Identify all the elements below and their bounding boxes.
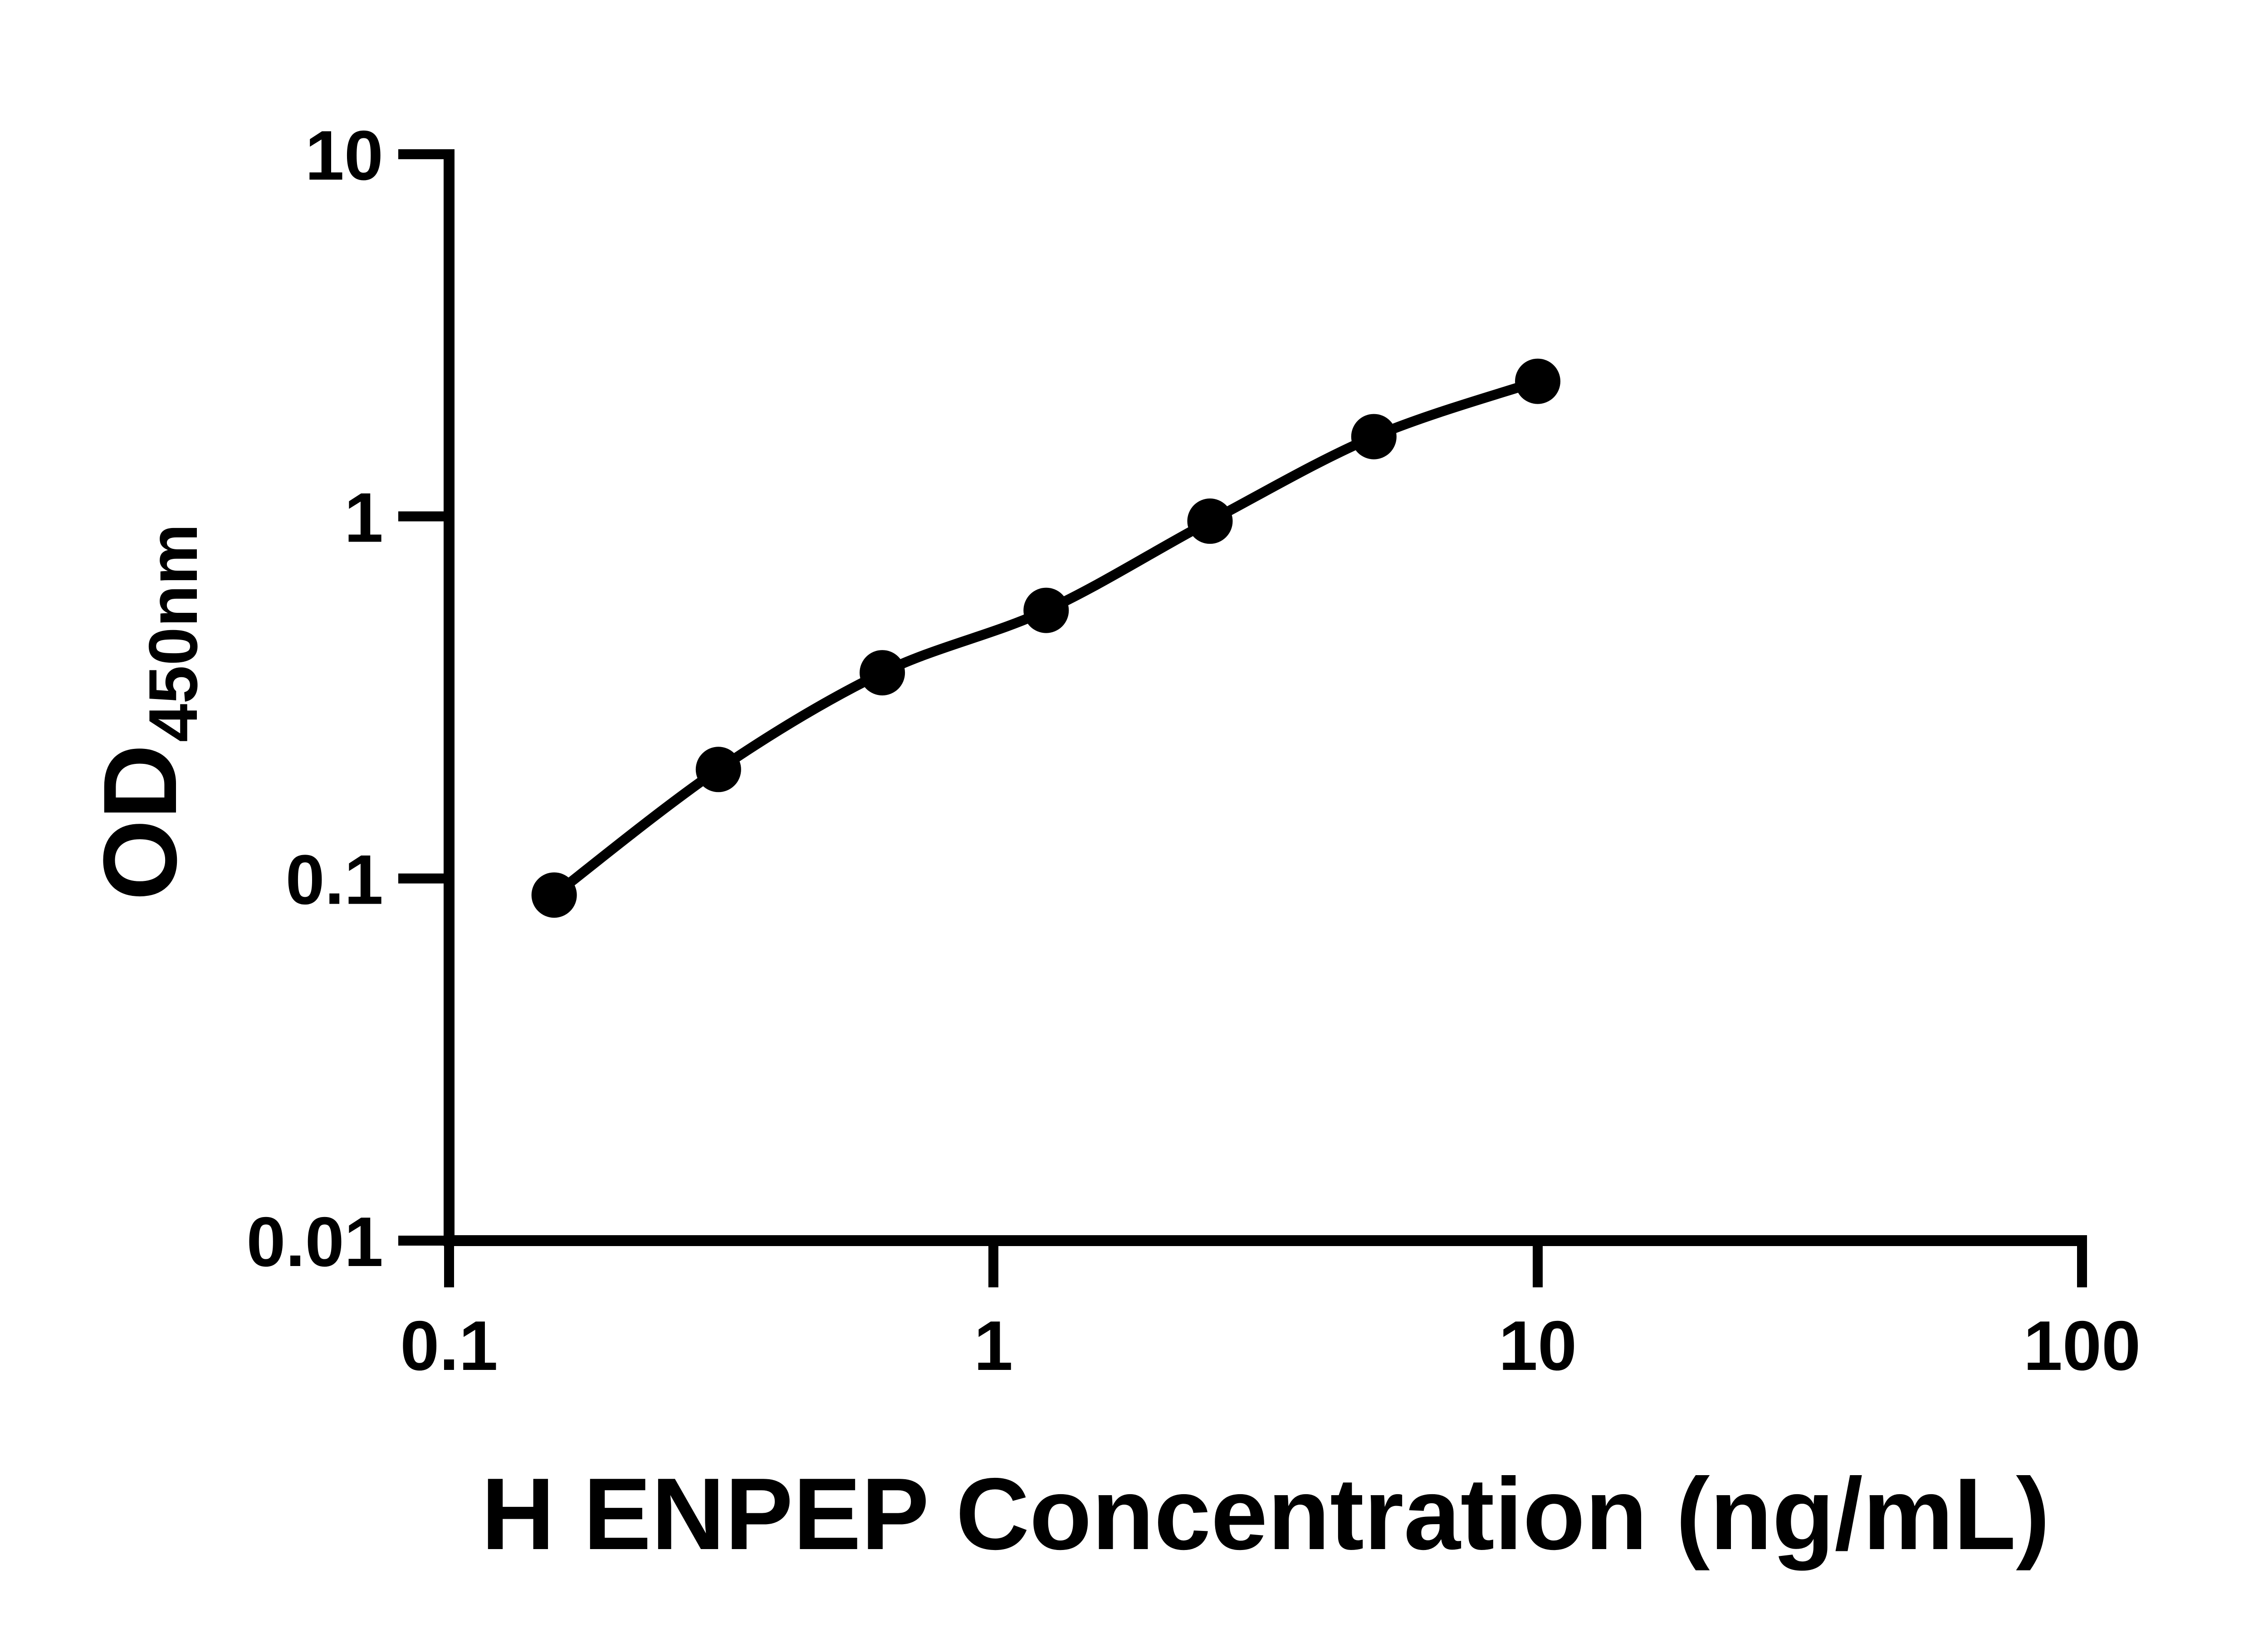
data-point: [695, 747, 741, 792]
data-point: [1023, 587, 1069, 633]
series-group: [531, 358, 1560, 918]
x-tick-group: 0.1 1 10 100: [400, 1235, 2141, 1385]
x-tick-label: 10: [1499, 1306, 1577, 1385]
data-point: [531, 872, 577, 918]
y-tick-label: 0.1: [286, 841, 383, 919]
fit-curve: [551, 376, 1540, 899]
data-point: [1351, 414, 1397, 460]
y-axis-title-subscript: 450nm: [135, 523, 212, 742]
data-point: [1187, 498, 1233, 544]
x-axis-title: H ENPEP Concentration (ng/mL): [481, 1457, 2050, 1571]
x-tick-label: 100: [2024, 1306, 2141, 1385]
x-tick-label: 1: [974, 1306, 1013, 1385]
y-tick-label: 10: [305, 116, 383, 195]
y-axis-title: OD 450nm: [82, 523, 212, 900]
x-tick-label: 0.1: [400, 1306, 498, 1385]
data-point: [860, 650, 905, 696]
y-tick-group: 0.01 0.1 1 10: [246, 116, 455, 1281]
y-axis-title-main: OD: [82, 744, 198, 901]
data-point: [1515, 358, 1560, 404]
y-tick-label: 0.01: [246, 1203, 383, 1281]
y-tick-label: 1: [344, 478, 383, 557]
